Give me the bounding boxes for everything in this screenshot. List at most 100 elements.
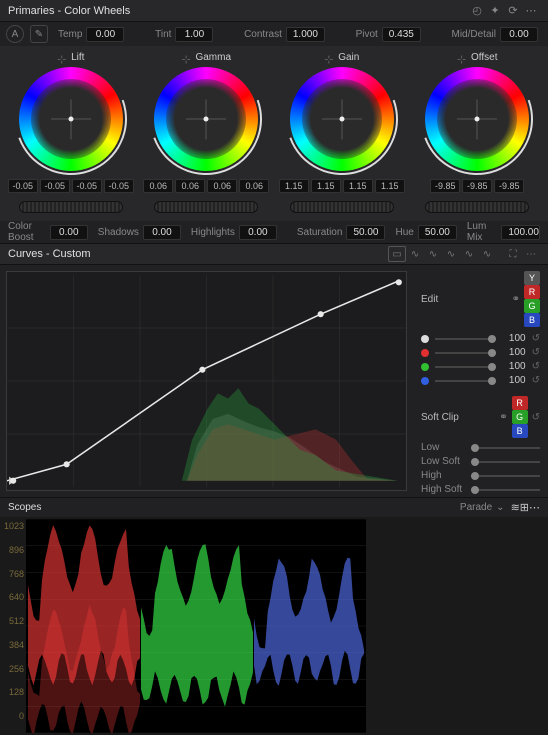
softclip-slider[interactable] xyxy=(471,461,540,463)
reset-icon[interactable]: ⟳ xyxy=(504,2,522,20)
saturation-param[interactable]: Saturation50.00 xyxy=(297,225,386,240)
colorboost-param[interactable]: Color Boost0.00 xyxy=(8,221,88,243)
pivot-param[interactable]: Pivot0.435 xyxy=(356,27,421,42)
scopes-more-icon[interactable]: ⋯ xyxy=(529,501,540,514)
channel-B-button[interactable]: B xyxy=(524,313,540,327)
wheel-value[interactable]: 1.15 xyxy=(375,179,405,193)
scopes-title: Scopes xyxy=(8,502,460,513)
wheel-value[interactable]: -9.85 xyxy=(430,179,460,193)
shadows-param[interactable]: Shadows0.00 xyxy=(98,225,181,240)
curves-more-icon[interactable]: ⋯ xyxy=(522,246,540,262)
wheel-value[interactable]: -0.05 xyxy=(104,179,134,193)
curve-plot[interactable] xyxy=(6,271,407,491)
channel-slider[interactable] xyxy=(435,352,496,354)
softclip-slider[interactable] xyxy=(471,489,540,491)
wheel-value[interactable]: 0.06 xyxy=(143,179,173,193)
softclip-row: Low Soft xyxy=(421,456,540,467)
wheel-value[interactable]: -0.05 xyxy=(72,179,102,193)
wand-icon[interactable]: ✦ xyxy=(486,2,504,20)
wheel-value[interactable]: -9.85 xyxy=(494,179,524,193)
wheel-jog[interactable] xyxy=(19,201,123,213)
wheel-value[interactable]: 1.15 xyxy=(343,179,373,193)
softclip-param-label: Low Soft xyxy=(421,456,465,467)
softclip-reset-icon[interactable]: ↺ xyxy=(532,412,540,423)
more-icon[interactable]: ⋯ xyxy=(522,2,540,20)
channel-reset-icon[interactable]: ↺ xyxy=(532,375,540,386)
wheel-values: -9.85-9.85-9.85 xyxy=(430,179,524,193)
wheel-target-icon[interactable]: ⊹ xyxy=(181,53,191,63)
channel-value[interactable]: 100 xyxy=(502,361,526,372)
wheel-gain: ⊹Gain 1.151.151.151.15 xyxy=(275,52,409,213)
channel-value[interactable]: 100 xyxy=(502,375,526,386)
softclip-R-button[interactable]: R xyxy=(512,396,528,410)
wheel-target-icon[interactable]: ⊹ xyxy=(457,53,467,63)
curves-mode2-icon[interactable]: ∿ xyxy=(406,246,424,262)
wheel-value[interactable]: 1.15 xyxy=(279,179,309,193)
wheel-target-icon[interactable]: ⊹ xyxy=(324,53,334,63)
primaries-toprow: A ✎ Temp0.00 Tint1.00 Contrast1.000 Pivo… xyxy=(0,22,548,46)
highlights-param[interactable]: Highlights0.00 xyxy=(191,225,277,240)
wheel-target-icon[interactable]: ⊹ xyxy=(57,53,67,63)
channel-slider[interactable] xyxy=(435,338,496,340)
curves-mode4-icon[interactable]: ∿ xyxy=(442,246,460,262)
channel-value[interactable]: 100 xyxy=(502,333,526,344)
wheel-value[interactable]: -0.05 xyxy=(8,179,38,193)
channel-reset-icon[interactable]: ↺ xyxy=(532,333,540,344)
channel-G-button[interactable]: G xyxy=(524,299,540,313)
softclip-B-button[interactable]: B xyxy=(512,424,528,438)
channel-R-button[interactable]: R xyxy=(524,285,540,299)
temp-param[interactable]: Temp0.00 xyxy=(58,27,124,42)
channel-intensity-row: 100 ↺ xyxy=(421,347,540,358)
lummix-param[interactable]: Lum Mix100.00 xyxy=(467,221,540,243)
clock-icon[interactable]: ◴ xyxy=(468,2,486,20)
color-wheel[interactable] xyxy=(19,67,123,171)
scope-ytick: 1023 xyxy=(2,521,24,531)
softclip-param-label: Low xyxy=(421,442,465,453)
channel-reset-icon[interactable]: ↺ xyxy=(532,361,540,372)
wheel-title: Gain xyxy=(338,52,359,63)
wheel-jog[interactable] xyxy=(154,201,258,213)
channel-slider[interactable] xyxy=(435,380,496,382)
wheel-jog[interactable] xyxy=(425,201,529,213)
wheel-value[interactable]: 0.06 xyxy=(239,179,269,193)
channel-slider[interactable] xyxy=(435,366,496,368)
softclip-G-button[interactable]: G xyxy=(512,410,528,424)
wheel-value[interactable]: 1.15 xyxy=(311,179,341,193)
wheel-values: 0.060.060.060.06 xyxy=(143,179,269,193)
color-wheel[interactable] xyxy=(154,67,258,171)
chevron-down-icon: ⌄ xyxy=(496,502,504,513)
curves-mode5-icon[interactable]: ∿ xyxy=(460,246,478,262)
channel-value[interactable]: 100 xyxy=(502,347,526,358)
color-wheel[interactable] xyxy=(290,67,394,171)
wheel-value[interactable]: -0.05 xyxy=(40,179,70,193)
color-wheel[interactable] xyxy=(425,67,529,171)
curves-mode6-icon[interactable]: ∿ xyxy=(478,246,496,262)
channel-reset-icon[interactable]: ↺ xyxy=(532,347,540,358)
wheel-value[interactable]: 0.06 xyxy=(207,179,237,193)
scopes-mode-select[interactable]: Parade⌄ xyxy=(460,502,505,513)
curves-body: Edit ⚭ YRGB 100 ↺ 100 ↺ 100 ↺ 100 ↺ Soft… xyxy=(0,265,548,497)
curves-mode3-icon[interactable]: ∿ xyxy=(424,246,442,262)
softclip-slider[interactable] xyxy=(471,447,540,449)
wheel-value[interactable]: -9.85 xyxy=(462,179,492,193)
channel-Y-button[interactable]: Y xyxy=(524,271,540,285)
scopes-opt2-icon[interactable]: ⊞ xyxy=(520,501,529,514)
mid-param[interactable]: Mid/Detail0.00 xyxy=(451,27,537,42)
contrast-param[interactable]: Contrast1.000 xyxy=(244,27,325,42)
wheel-value[interactable]: 0.06 xyxy=(175,179,205,193)
auto-button[interactable]: A xyxy=(6,25,24,43)
softclip-slider[interactable] xyxy=(471,475,540,477)
scopes-opt1-icon[interactable]: ≋ xyxy=(511,501,520,514)
link-icon[interactable]: ⚭ xyxy=(512,294,520,305)
color-wheels-row: ⊹Lift -0.05-0.05-0.05-0.05 ⊹Gamma 0.060.… xyxy=(0,46,548,221)
softclip-row: High xyxy=(421,470,540,481)
tint-param[interactable]: Tint1.00 xyxy=(155,27,213,42)
curves-expand-icon[interactable]: ⛶ xyxy=(504,246,522,262)
hue-param[interactable]: Hue50.00 xyxy=(395,225,456,240)
channel-dot-icon xyxy=(421,363,429,371)
curves-mode1-icon[interactable]: ▭ xyxy=(388,246,406,262)
picker-button[interactable]: ✎ xyxy=(30,25,48,43)
softclip-link-icon[interactable]: ⚭ xyxy=(499,412,507,423)
wheel-jog[interactable] xyxy=(290,201,394,213)
wheel-title: Offset xyxy=(471,52,498,63)
